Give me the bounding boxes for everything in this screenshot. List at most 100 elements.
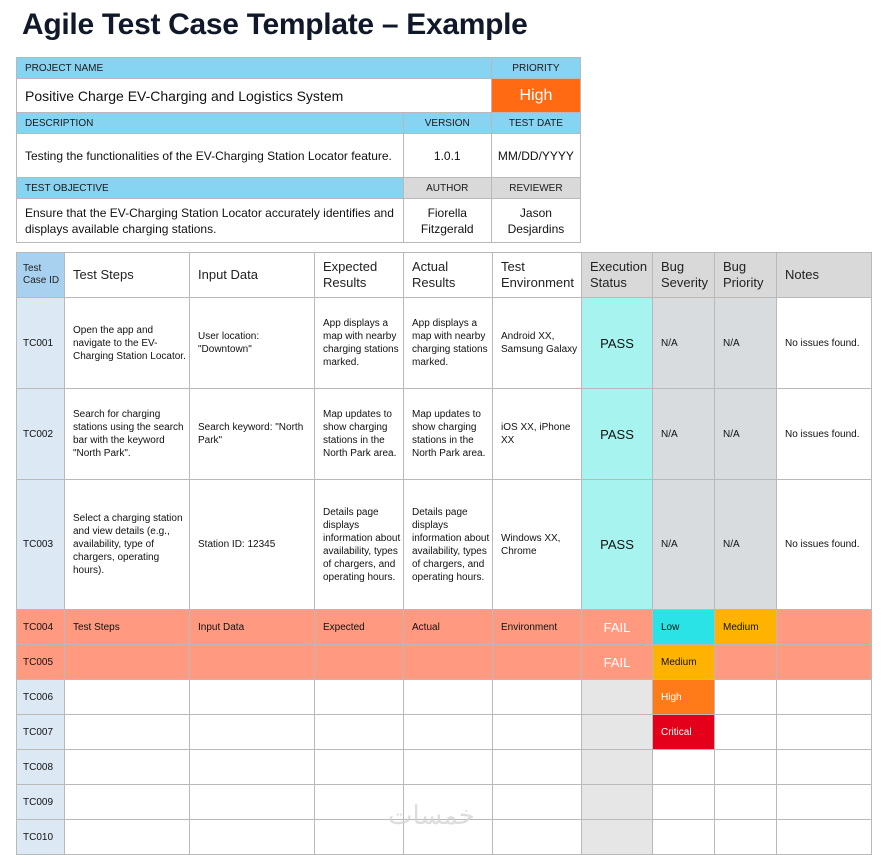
cell-priority[interactable] [714,644,777,680]
cell-id[interactable]: TC004 [16,609,65,645]
cell-notes[interactable] [776,749,872,785]
cell-notes[interactable]: No issues found. [776,297,872,389]
description-value[interactable]: Testing the functionalities of the EV-Ch… [16,133,404,178]
cell-expected[interactable] [314,644,404,680]
cell-steps[interactable]: Search for charging stations using the s… [64,388,190,480]
cell-priority[interactable] [714,679,777,715]
cell-actual[interactable]: App displays a map with nearby charging … [403,297,493,389]
cell-severity[interactable] [652,784,715,820]
cell-steps[interactable] [64,714,190,750]
cell-steps[interactable]: Test Steps [64,609,190,645]
cell-priority[interactable]: N/A [714,388,777,480]
cell-actual[interactable] [403,714,493,750]
cell-notes[interactable] [776,819,872,855]
cell-steps[interactable] [64,819,190,855]
cell-input[interactable] [189,679,315,715]
cell-id[interactable]: TC010 [16,819,65,855]
cell-severity[interactable]: Medium [652,644,715,680]
cell-severity[interactable]: N/A [652,297,715,389]
cell-input[interactable] [189,784,315,820]
cell-environment[interactable]: Windows XX, Chrome [492,479,582,610]
cell-steps[interactable] [64,784,190,820]
cell-id[interactable]: TC001 [16,297,65,389]
cell-notes[interactable]: No issues found. [776,388,872,480]
cell-id[interactable]: TC008 [16,749,65,785]
cell-input[interactable] [189,714,315,750]
cell-steps[interactable] [64,749,190,785]
cell-id[interactable]: TC006 [16,679,65,715]
cell-notes[interactable]: No issues found. [776,479,872,610]
cell-priority[interactable]: N/A [714,297,777,389]
cell-steps[interactable]: Select a charging station and view detai… [64,479,190,610]
cell-status[interactable]: PASS [581,479,653,610]
cell-actual[interactable] [403,749,493,785]
cell-environment[interactable] [492,644,582,680]
cell-environment[interactable]: Android XX, Samsung Galaxy [492,297,582,389]
cell-expected[interactable] [314,714,404,750]
cell-input[interactable] [189,819,315,855]
cell-severity[interactable] [652,749,715,785]
cell-environment[interactable]: Environment [492,609,582,645]
priority-value[interactable]: High [490,78,582,113]
cell-expected[interactable]: App displays a map with nearby charging … [314,297,404,389]
cell-id[interactable]: TC002 [16,388,65,480]
cell-expected[interactable]: Details page displays information about … [314,479,404,610]
cell-severity[interactable] [652,819,715,855]
cell-input[interactable]: Input Data [189,609,315,645]
cell-priority[interactable]: N/A [714,479,777,610]
cell-priority[interactable] [714,784,777,820]
cell-status[interactable] [581,784,653,820]
cell-environment[interactable] [492,714,582,750]
cell-input[interactable]: Search keyword: "North Park" [189,388,315,480]
cell-actual[interactable] [403,679,493,715]
cell-environment[interactable] [492,784,582,820]
cell-notes[interactable] [776,679,872,715]
cell-environment[interactable]: iOS XX, iPhone XX [492,388,582,480]
cell-input[interactable]: User location: "Downtown" [189,297,315,389]
cell-actual[interactable]: Actual [403,609,493,645]
test-objective-value[interactable]: Ensure that the EV-Charging Station Loca… [16,198,404,243]
cell-expected[interactable] [314,679,404,715]
cell-id[interactable]: TC009 [16,784,65,820]
cell-severity[interactable]: Low [652,609,715,645]
cell-status[interactable]: PASS [581,388,653,480]
cell-environment[interactable] [492,819,582,855]
cell-actual[interactable] [403,644,493,680]
cell-input[interactable]: Station ID: 12345 [189,479,315,610]
cell-status[interactable] [581,819,653,855]
cell-priority[interactable]: Medium [714,609,777,645]
cell-notes[interactable] [776,644,872,680]
cell-notes[interactable] [776,609,872,645]
test-date-value[interactable]: MM/DD/YYYY [490,133,582,178]
cell-expected[interactable]: Map updates to show charging stations in… [314,388,404,480]
cell-status[interactable]: FAIL [581,644,653,680]
cell-expected[interactable] [314,784,404,820]
cell-environment[interactable] [492,749,582,785]
cell-id[interactable]: TC005 [16,644,65,680]
cell-id[interactable]: TC007 [16,714,65,750]
reviewer-value[interactable]: Jason Desjardins [490,198,582,243]
cell-notes[interactable] [776,784,872,820]
cell-expected[interactable] [314,749,404,785]
cell-status[interactable] [581,714,653,750]
cell-severity[interactable]: High [652,679,715,715]
cell-status[interactable] [581,679,653,715]
cell-severity[interactable]: N/A [652,479,715,610]
cell-steps[interactable] [64,679,190,715]
author-value[interactable]: Fiorella Fitzgerald [402,198,492,243]
cell-expected[interactable]: Expected [314,609,404,645]
version-value[interactable]: 1.0.1 [402,133,492,178]
cell-priority[interactable] [714,749,777,785]
cell-actual[interactable]: Details page displays information about … [403,479,493,610]
cell-severity[interactable]: N/A [652,388,715,480]
cell-status[interactable]: FAIL [581,609,653,645]
cell-status[interactable] [581,749,653,785]
cell-priority[interactable] [714,819,777,855]
cell-steps[interactable] [64,644,190,680]
project-name-value[interactable]: Positive Charge EV-Charging and Logistic… [16,78,492,113]
cell-notes[interactable] [776,714,872,750]
cell-status[interactable]: PASS [581,297,653,389]
cell-steps[interactable]: Open the app and navigate to the EV-Char… [64,297,190,389]
cell-input[interactable] [189,749,315,785]
cell-actual[interactable]: Map updates to show charging stations in… [403,388,493,480]
